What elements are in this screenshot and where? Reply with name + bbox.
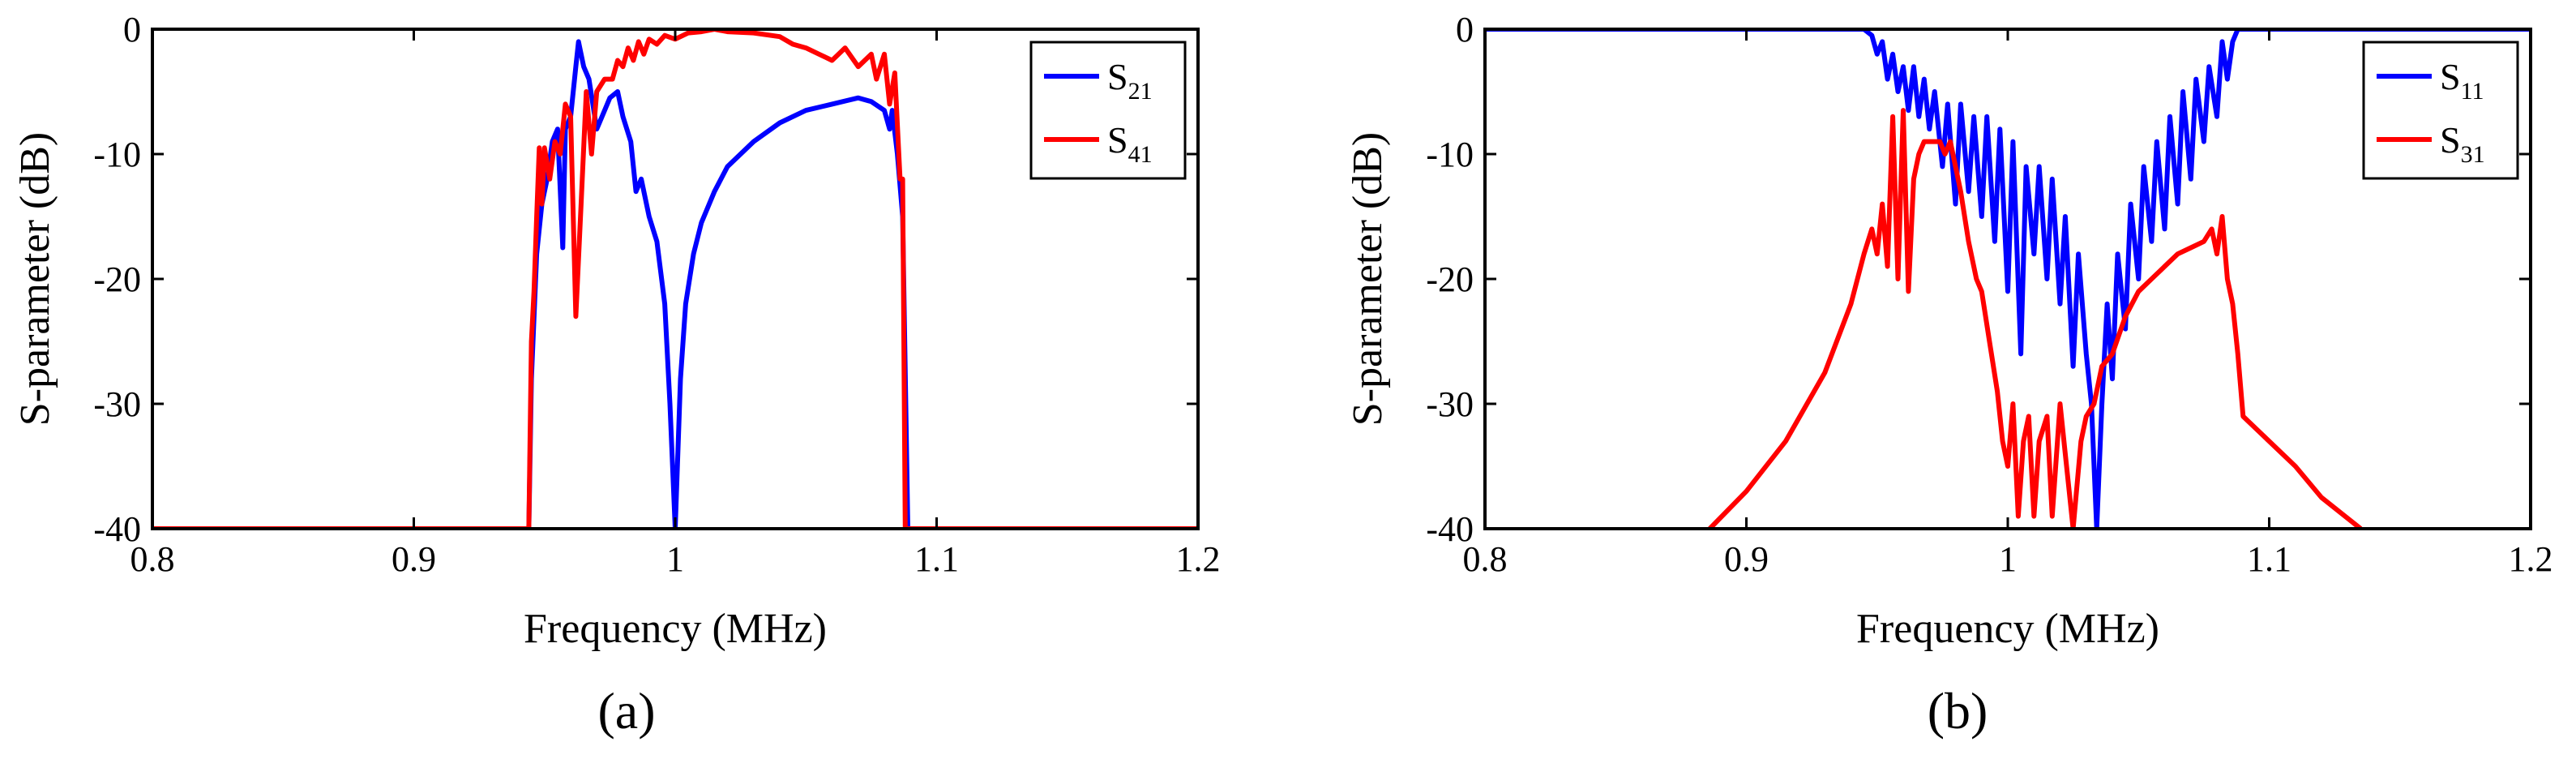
x-tick-label-b-0: 0.8 xyxy=(1463,539,1508,579)
panel-label-b: (b) xyxy=(1928,682,1988,740)
legend-label-s11: S11 xyxy=(2440,56,2484,105)
y-tick-label-a-2: -20 xyxy=(93,259,141,299)
x-tick-label-b-3: 1.1 xyxy=(2247,539,2291,579)
series-line-s11 xyxy=(1485,29,2531,529)
y-axis-label-a: S-parameter (dB) xyxy=(12,132,58,426)
y-tick-label-a-1: -10 xyxy=(93,135,141,174)
axes-frame-b xyxy=(1483,28,2532,530)
y-axis-label-b: S-parameter (dB) xyxy=(1345,132,1391,426)
y-tick-label-a-0: 0 xyxy=(123,10,141,49)
axes-frame-a xyxy=(151,28,1200,530)
x-axis-label-a: Frequency (MHz) xyxy=(524,606,827,652)
x-tick-label-b-1: 0.9 xyxy=(1724,539,1769,579)
series-line-s41 xyxy=(152,29,1198,529)
x-tick-label-a-4: 1.2 xyxy=(1176,539,1221,579)
x-tick-label-a-0: 0.8 xyxy=(131,539,175,579)
y-tick-label-b-4: -40 xyxy=(1426,509,1474,549)
legend-label-s41: S41 xyxy=(1107,119,1153,168)
y-tick-label-a-3: -30 xyxy=(93,384,141,424)
x-axis-label-b: Frequency (MHz) xyxy=(1856,606,2159,652)
y-tick-label-b-3: -30 xyxy=(1426,384,1474,424)
legend-b: S11 S31 xyxy=(2362,41,2519,180)
y-tick-label-b-0: 0 xyxy=(1456,10,1474,49)
legend-box-a xyxy=(1029,41,1187,180)
panel-b: 0.8 0.9 1 1.1 1.2 0 -10 -20 -30 -40 Frequency (MH… xyxy=(1345,10,2553,740)
x-tick-label-a-3: 1.1 xyxy=(914,539,959,579)
legend-label-s31: S31 xyxy=(2440,119,2485,168)
legend-a: S21 S41 xyxy=(1029,41,1187,180)
x-tick-label-b-4: 1.2 xyxy=(2509,539,2553,579)
x-tick-label-a-2: 1 xyxy=(666,539,684,579)
legend-box-b xyxy=(2362,41,2519,180)
y-tick-label-b-2: -20 xyxy=(1426,259,1474,299)
series-line-s31 xyxy=(1708,108,2363,529)
y-tick-label-b-1: -10 xyxy=(1426,135,1474,174)
y-tick-label-a-4: -40 xyxy=(93,509,141,549)
panel-a: 0.8 0.9 1 1.1 1.2 0 -10 -20 -30 -40 Frequency (MH… xyxy=(12,10,1221,740)
series-line-s21 xyxy=(152,39,1198,529)
plot-area-a xyxy=(152,29,1198,529)
legend-label-s21: S21 xyxy=(1107,56,1153,105)
panel-label-a: (a) xyxy=(597,682,655,740)
x-tick-label-b-2: 1 xyxy=(1999,539,2017,579)
x-tick-label-a-1: 0.9 xyxy=(392,539,436,579)
